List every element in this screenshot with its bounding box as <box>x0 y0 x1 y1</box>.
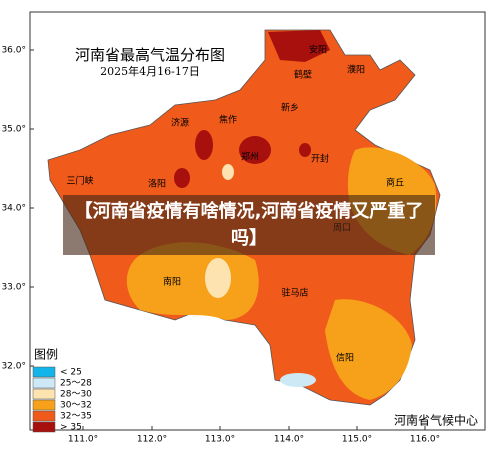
lat-label: 32.0° <box>1 362 26 372</box>
city-label: 新乡 <box>281 102 299 114</box>
city-label: 开封 <box>311 153 329 165</box>
lon-label: 115.0° <box>342 435 372 445</box>
city-label: 濮阳 <box>347 64 365 76</box>
legend-swatch <box>32 399 56 411</box>
headline: 【河南省疫情有啥情况,河南省疫情又严重了吗】 <box>63 195 435 255</box>
city-label: 南阳 <box>163 276 181 288</box>
mild-area <box>205 258 231 298</box>
legend-label: 28～30 <box>60 390 92 400</box>
legend-swatch <box>32 421 56 433</box>
legend-swatch <box>32 377 56 389</box>
lat-label: 36.0° <box>1 46 26 56</box>
city-label: 安阳 <box>309 44 327 56</box>
warm-area <box>325 299 412 400</box>
city-label: 驻马店 <box>281 287 308 299</box>
legend-label: 32～35 <box>60 412 92 422</box>
hot-area <box>239 136 271 164</box>
city-label: 济源 <box>171 117 189 129</box>
lon-label: 112.0° <box>137 435 167 445</box>
lat-label: 35.0° <box>1 125 26 135</box>
hot-area <box>299 143 311 157</box>
hot-area <box>174 168 190 188</box>
city-label: 商丘 <box>386 177 404 189</box>
legend-swatch <box>32 366 56 378</box>
source: 河南省气候中心 <box>394 413 478 428</box>
city-label: 信阳 <box>336 352 354 364</box>
legend-swatch <box>32 410 56 422</box>
legend-label: 30～32 <box>60 401 92 411</box>
legend-title: 图例 <box>34 348 58 362</box>
legend-label: 25～28 <box>60 379 92 389</box>
lon-label: 116.0° <box>410 435 440 445</box>
hot-area <box>195 130 213 160</box>
legend-label: > 35 <box>60 423 82 433</box>
city-label: 焦作 <box>219 114 237 126</box>
warm-area <box>126 242 259 320</box>
lat-label: 34.0° <box>1 204 26 214</box>
lat-label: 33.0° <box>1 283 26 293</box>
city-label: 郑州 <box>241 151 259 163</box>
lon-label: 111.0° <box>68 435 98 445</box>
city-label: 鹤壁 <box>294 69 312 81</box>
lon-label: 113.0° <box>205 435 235 445</box>
lon-label: 114.0° <box>274 435 304 445</box>
map-date: 2025年4月16-17日 <box>100 64 200 78</box>
map-title: 河南省最高气温分布图 <box>75 46 225 64</box>
cool-area <box>280 373 316 387</box>
city-label: 三门峡 <box>66 175 93 187</box>
hot-area <box>268 30 330 62</box>
legend-label: < 25 <box>60 368 82 378</box>
city-label: 洛阳 <box>148 178 166 190</box>
mild-area <box>222 164 234 180</box>
legend-swatch <box>32 388 56 400</box>
